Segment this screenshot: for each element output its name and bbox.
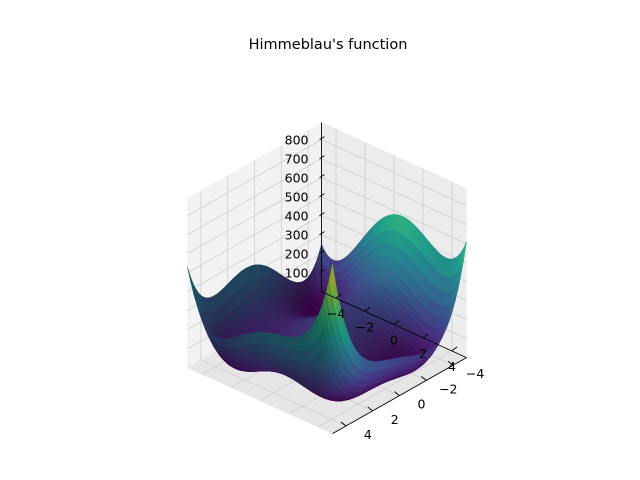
y-tick — [340, 421, 347, 427]
z-tick — [319, 250, 325, 254]
y-tick-label: −2 — [439, 381, 457, 396]
z-tick-label: 200 — [285, 247, 309, 262]
y-tick-label: 0 — [418, 397, 426, 412]
y-tick — [421, 376, 427, 381]
x-tick — [451, 346, 458, 352]
z-axis: 100 200 300 400 500 600 700 800 — [285, 122, 325, 292]
x-tick-label: −2 — [356, 319, 374, 334]
z-tick — [319, 231, 325, 235]
x-tick-label: −4 — [327, 306, 345, 321]
z-tick-label: 100 — [285, 266, 309, 281]
surface-plot — [187, 214, 467, 402]
z-tick-label: 800 — [285, 133, 309, 148]
x-tick — [393, 320, 400, 325]
y-tick — [394, 391, 400, 396]
z-tick — [319, 193, 325, 197]
y-tick-label: −4 — [466, 366, 484, 381]
grid-line-y — [200, 359, 347, 427]
surface-facet — [329, 264, 336, 296]
z-tick — [319, 212, 325, 216]
y-tick-label: 2 — [391, 412, 399, 427]
y-tick — [367, 406, 373, 412]
x-tick-label: 2 — [419, 346, 427, 361]
x-tick — [364, 307, 371, 312]
x-tick-label: 4 — [448, 359, 456, 374]
x-tick — [335, 293, 342, 299]
chart-title: Himmeblau's function — [249, 37, 408, 53]
x-axis: −4 −2 0 2 4 — [321, 291, 467, 374]
z-tick — [319, 155, 325, 159]
z-tick-label: 600 — [285, 171, 309, 186]
z-tick-label: 500 — [285, 190, 309, 205]
x-tick — [422, 333, 429, 339]
z-tick — [319, 269, 325, 273]
z-tick-label: 400 — [285, 209, 309, 224]
y-axis: −4 −2 0 2 4 — [332, 357, 484, 442]
z-tick-label: 700 — [285, 152, 309, 167]
z-tick — [319, 136, 325, 140]
z-tick-label: 300 — [285, 228, 309, 243]
y-tick — [447, 360, 454, 366]
x-tick-label: 0 — [390, 333, 398, 348]
z-tick — [319, 174, 325, 178]
y-tick-label: 4 — [364, 427, 372, 442]
